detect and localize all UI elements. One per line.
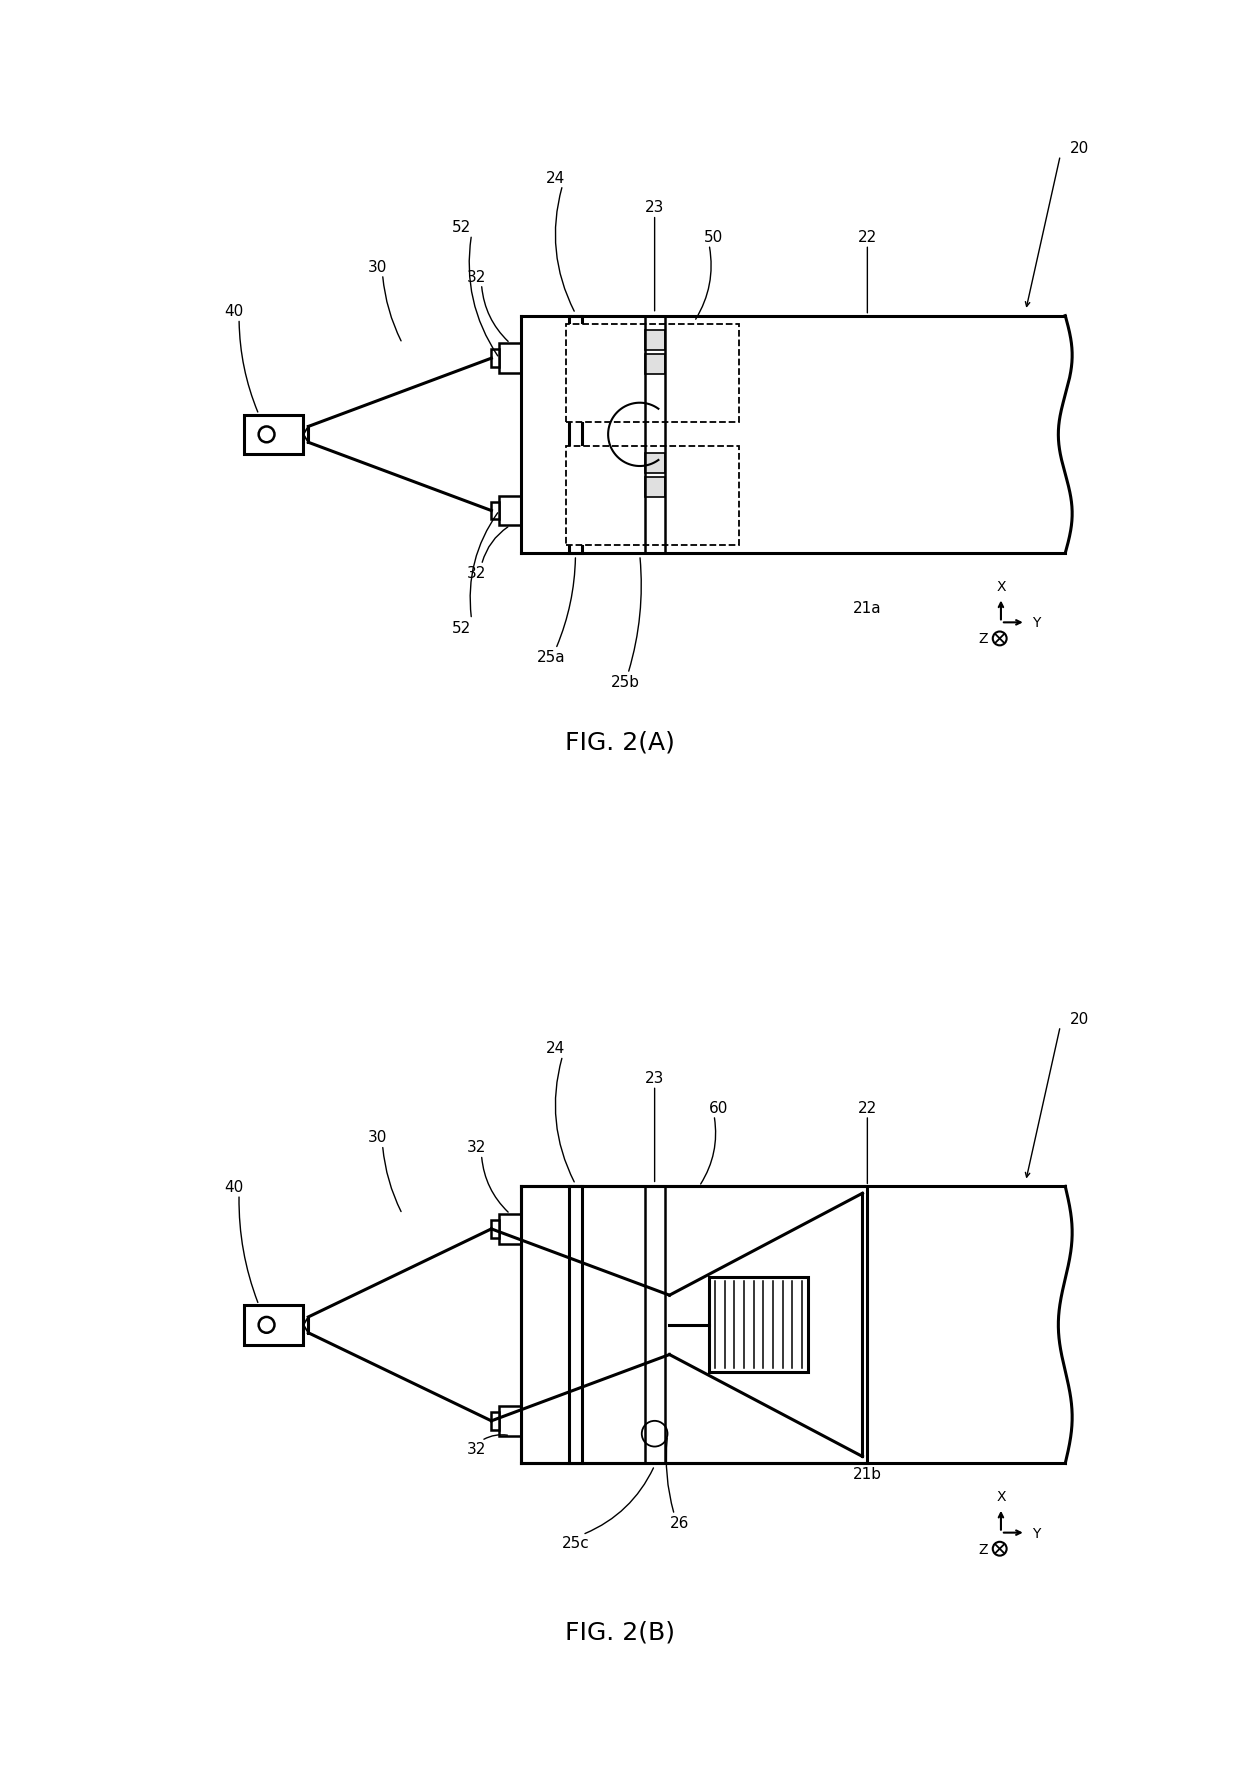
Text: 40: 40 bbox=[224, 1178, 244, 1194]
Text: 60: 60 bbox=[709, 1100, 729, 1114]
Bar bbox=[645, 454, 665, 473]
Text: Y: Y bbox=[1032, 1525, 1040, 1540]
Text: 22: 22 bbox=[858, 230, 877, 246]
Bar bbox=[491, 1412, 500, 1429]
Text: 21a: 21a bbox=[853, 600, 882, 616]
Text: Y: Y bbox=[1032, 616, 1040, 630]
Bar bbox=[500, 344, 521, 374]
Bar bbox=[244, 1305, 304, 1346]
Text: 25a: 25a bbox=[537, 650, 565, 666]
Bar bbox=[709, 1278, 808, 1372]
Text: 32: 32 bbox=[466, 566, 486, 580]
Bar bbox=[565, 324, 739, 424]
Text: 20: 20 bbox=[1070, 141, 1090, 157]
Text: 24: 24 bbox=[546, 1041, 565, 1056]
Bar bbox=[491, 1221, 500, 1239]
Bar bbox=[500, 1406, 521, 1436]
Text: 23: 23 bbox=[645, 1070, 665, 1086]
Text: 22: 22 bbox=[858, 1100, 877, 1114]
Text: 32: 32 bbox=[466, 1442, 486, 1456]
Text: 50: 50 bbox=[704, 230, 724, 246]
Text: FIG. 2(B): FIG. 2(B) bbox=[565, 1620, 675, 1643]
Text: 30: 30 bbox=[368, 1130, 387, 1145]
Text: 52: 52 bbox=[453, 221, 471, 235]
Bar bbox=[500, 497, 521, 527]
Text: 26: 26 bbox=[670, 1515, 689, 1531]
Text: 25b: 25b bbox=[610, 675, 640, 691]
Bar bbox=[569, 317, 583, 554]
Bar bbox=[500, 1214, 521, 1244]
Text: 32: 32 bbox=[466, 1139, 486, 1155]
Bar bbox=[491, 351, 500, 368]
Text: 24: 24 bbox=[546, 171, 565, 185]
Text: 25c: 25c bbox=[562, 1534, 589, 1550]
Text: 20: 20 bbox=[1070, 1011, 1090, 1025]
Text: X: X bbox=[996, 578, 1006, 593]
Text: 30: 30 bbox=[368, 260, 387, 274]
Bar bbox=[645, 331, 665, 351]
Bar bbox=[521, 1187, 867, 1463]
Bar bbox=[645, 477, 665, 497]
Bar bbox=[565, 447, 739, 546]
Text: 52: 52 bbox=[453, 621, 471, 635]
Text: 23: 23 bbox=[645, 199, 665, 215]
Bar bbox=[645, 354, 665, 376]
Bar bbox=[244, 415, 304, 456]
Text: 32: 32 bbox=[466, 269, 486, 285]
Bar bbox=[569, 1187, 583, 1463]
Text: X: X bbox=[996, 1490, 1006, 1502]
Text: FIG. 2(A): FIG. 2(A) bbox=[565, 730, 675, 753]
Text: Z: Z bbox=[978, 632, 988, 646]
Text: 21b: 21b bbox=[853, 1467, 882, 1481]
Text: 40: 40 bbox=[224, 304, 244, 319]
Text: Z: Z bbox=[978, 1541, 988, 1556]
Bar bbox=[491, 502, 500, 520]
